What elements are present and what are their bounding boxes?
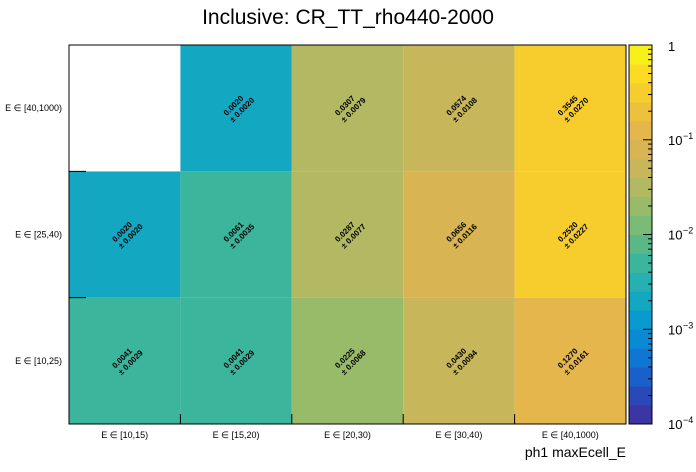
colorbar-tick-label: 10	[668, 228, 682, 243]
heatmap-cell	[180, 297, 292, 424]
heatmap-cell	[291, 171, 404, 298]
colorbar-tick-label: 10	[668, 133, 682, 148]
heatmap-cells: 0.0041± 0.0029 0.0041± 0.0029 0.0225± 0.00…	[69, 45, 626, 424]
colorbar-segment	[629, 63, 652, 84]
heatmap-cell	[403, 171, 515, 298]
colorbar-segment	[629, 120, 652, 141]
heatmap-cell	[291, 297, 404, 424]
colorbar-segment	[629, 139, 652, 160]
x-tick-label: E ∈ [10,15)	[101, 430, 148, 440]
colorbar-segment	[629, 234, 652, 254]
plot-frame	[68, 44, 627, 425]
colorbar-tick-label: 10	[668, 322, 682, 337]
colorbar-segment	[629, 291, 652, 311]
colorbar-tick-exponent: −4	[683, 415, 693, 425]
x-tick-label: E ∈ [20,30)	[324, 430, 371, 440]
heatmap-cell	[514, 171, 626, 298]
heatmap-cell	[514, 45, 626, 172]
heatmap-cell	[69, 171, 181, 298]
x-axis-ticks: E ∈ [10,15) E ∈ [15,20) E ∈ [20,30) E ∈ [30…	[101, 414, 599, 440]
y-axis-ticks: E ∈ [10,25) E ∈ [25,40) E ∈ [40,1000)	[5, 103, 86, 366]
colorbar-tick-label: 10	[668, 417, 682, 432]
y-tick-label: E ∈ [40,1000)	[5, 103, 62, 113]
colorbar-segment	[629, 177, 652, 198]
heatmap-cell	[291, 45, 404, 172]
colorbar-segment	[629, 253, 652, 273]
heatmap-cell	[69, 45, 181, 172]
colorbar: 110−110−210−310−4	[628, 39, 693, 432]
y-tick-label: E ∈ [10,25)	[15, 356, 62, 366]
heatmap-cell	[69, 297, 181, 424]
heatmap-cell	[514, 297, 626, 424]
colorbar-segment	[629, 82, 652, 103]
colorbar-tick-exponent: −2	[683, 226, 693, 236]
heatmap-cell	[180, 45, 292, 172]
colorbar-segment	[629, 45, 652, 65]
colorbar-tick-exponent: −3	[683, 320, 693, 330]
heatmap-cell	[403, 297, 515, 424]
colorbar-tick-label: 1	[668, 39, 675, 54]
colorbar-segment	[629, 405, 652, 425]
colorbar-tick-exponent: −1	[683, 131, 693, 141]
colorbar-segment	[629, 386, 652, 406]
colorbar-segment	[629, 310, 652, 330]
colorbar-segment	[629, 367, 652, 387]
chart-title: Inclusive: CR_TT_rho440-2000	[202, 6, 494, 29]
x-tick-label: E ∈ [15,20)	[213, 430, 260, 440]
colorbar-segment	[629, 215, 652, 235]
colorbar-segment	[629, 196, 652, 217]
colorbar-segment	[629, 348, 652, 368]
colorbar-segment	[629, 329, 652, 349]
y-tick-label: E ∈ [25,40)	[15, 230, 62, 240]
x-tick-label: E ∈ [30,40)	[435, 430, 482, 440]
x-tick-label: E ∈ [40,1000)	[542, 430, 599, 440]
heatmap-cell	[180, 171, 292, 298]
colorbar-segment	[629, 272, 652, 292]
colorbar-segment	[629, 101, 652, 122]
colorbar-segment	[629, 158, 652, 179]
x-axis-label: ph1 maxEcell_E	[525, 444, 626, 460]
heatmap-cell	[403, 45, 515, 172]
